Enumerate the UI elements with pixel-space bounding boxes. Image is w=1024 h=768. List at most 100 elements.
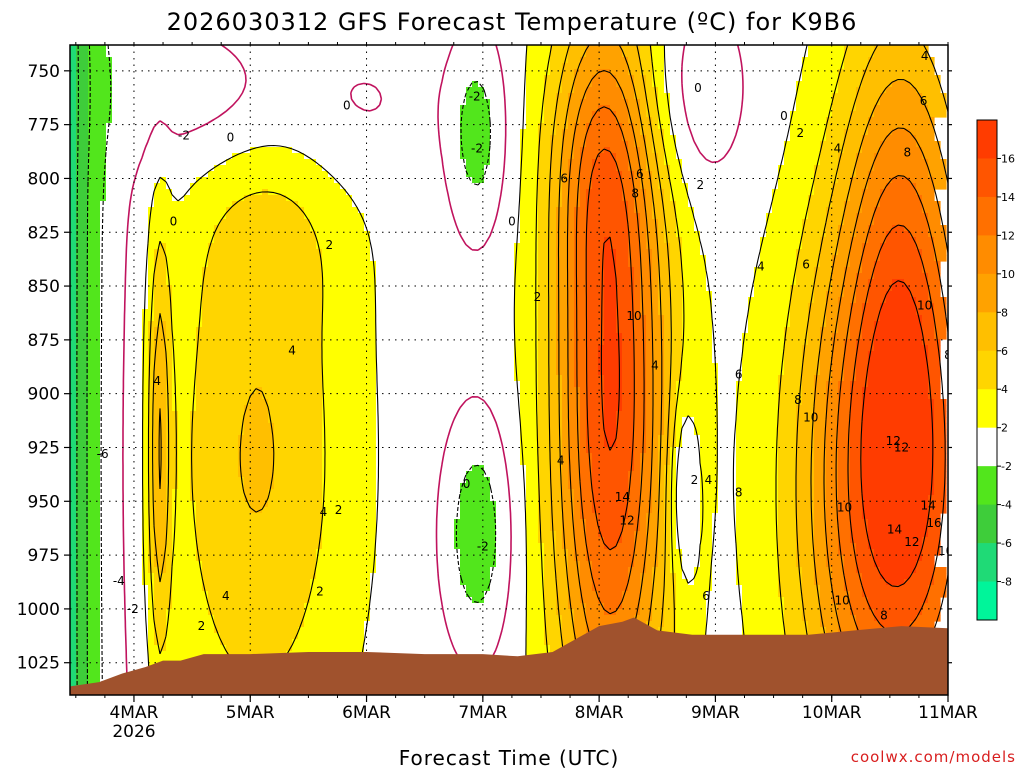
temperature-fill-cell (592, 75, 617, 82)
temperature-fill-cell (718, 483, 737, 490)
temperature-fill-cell (712, 513, 737, 520)
temperature-fill-cell (922, 321, 935, 328)
temperature-fill-cell (526, 507, 539, 514)
temperature-fill-cell (586, 93, 623, 100)
temperature-fill-cell (592, 81, 617, 88)
temperature-fill-cell (88, 555, 101, 562)
y-tick-label: 900 (28, 385, 60, 405)
temperature-fill-cell (202, 321, 323, 328)
temperature-fill-cell (652, 429, 665, 436)
temperature-fill-cell (868, 63, 935, 70)
contour-label: 2 (316, 585, 324, 599)
temperature-fill-cell (100, 363, 143, 370)
temperature-fill-cell (148, 429, 155, 436)
temperature-fill-cell (70, 537, 77, 544)
temperature-fill-cell (100, 429, 143, 436)
temperature-fill-cell (652, 345, 665, 352)
temperature-fill-cell (862, 249, 881, 256)
temperature-fill-cell (550, 279, 557, 286)
temperature-fill-cell (850, 417, 863, 424)
temperature-fill-cell (670, 357, 683, 364)
temperature-fill-cell (538, 201, 551, 208)
temperature-fill-cell (550, 351, 557, 358)
temperature-fill-cell (646, 525, 659, 532)
temperature-fill-cell (586, 393, 605, 400)
temperature-fill-cell (514, 351, 539, 358)
temperature-fill-cell (568, 567, 581, 574)
temperature-fill-cell (844, 579, 863, 586)
temperature-fill-cell (574, 375, 587, 382)
temperature-fill-cell (712, 525, 737, 532)
temperature-fill-cell (778, 183, 815, 190)
contour-label: 10 (938, 544, 953, 558)
temperature-fill-cell (658, 159, 665, 166)
temperature-fill-cell (574, 129, 587, 136)
temperature-fill-cell (214, 237, 317, 244)
temperature-fill-cell (70, 681, 77, 688)
temperature-fill-cell (736, 501, 779, 508)
temperature-fill-cell (154, 633, 167, 640)
temperature-fill-cell (100, 339, 143, 346)
contour-label: 10 (803, 410, 818, 424)
temperature-fill-cell (76, 627, 89, 634)
temperature-fill-cell (676, 495, 701, 502)
temperature-fill-cell (88, 411, 101, 418)
temperature-fill-cell (196, 537, 323, 544)
temperature-fill-cell (166, 249, 209, 256)
temperature-fill-cell (202, 561, 317, 568)
temperature-fill-cell (376, 267, 515, 274)
contour-labels: -6-4-2-2-2-2-200000002222222244444444446… (97, 49, 953, 633)
temperature-fill-cell (172, 339, 197, 346)
temperature-fill-cell (646, 519, 659, 526)
temperature-fill-cell (586, 531, 599, 538)
contour-label: 4 (288, 344, 296, 358)
temperature-fill-cell (736, 441, 779, 448)
temperature-fill-cell (76, 477, 89, 484)
temperature-fill-cell (592, 573, 629, 580)
temperature-fill-cell (70, 315, 77, 322)
temperature-fill-cell (784, 159, 821, 166)
temperature-fill-cell (310, 591, 371, 598)
temperature-fill-cell (712, 333, 743, 340)
temperature-fill-cell (670, 345, 683, 352)
temperature-fill-cell (670, 93, 797, 100)
temperature-fill-cell (166, 537, 173, 544)
temperature-fill-cell (304, 615, 371, 622)
temperature-fill-cell (190, 465, 239, 472)
temperature-fill-cell (556, 255, 569, 262)
temperature-fill-cell (886, 579, 905, 586)
temperature-fill-cell (100, 573, 143, 580)
temperature-fill-cell (742, 345, 785, 352)
temperature-fill-cell (670, 495, 677, 502)
temperature-fill-cell (628, 477, 641, 484)
temperature-fill-cell (856, 273, 875, 280)
temperature-fill-cell (598, 531, 623, 538)
temperature-fill-cell (616, 117, 629, 124)
temperature-fill-cell (376, 273, 515, 280)
temperature-fill-cell (100, 507, 143, 514)
temperature-fill-cell (862, 507, 929, 514)
temperature-fill-cell (664, 195, 671, 202)
temperature-fill-cell (706, 627, 743, 634)
colorbar-label: -6 (1001, 537, 1012, 550)
temperature-fill-cell (304, 207, 359, 214)
temperature-fill-cell (580, 153, 599, 160)
contour-label: 10 (917, 298, 932, 312)
temperature-fill-cell (652, 465, 659, 472)
temperature-fill-cell (670, 321, 683, 328)
temperature-fill-cell (166, 549, 173, 556)
temperature-fill-cell (862, 513, 929, 520)
temperature-fill-cell (616, 153, 629, 160)
temperature-fill-cell (868, 543, 923, 550)
temperature-fill-cell (838, 429, 851, 436)
temperature-fill-cell (820, 153, 839, 160)
temperature-fill-cell (838, 315, 851, 322)
temperature-fill-cell (172, 597, 209, 604)
temperature-fill-cell (934, 417, 947, 424)
temperature-fill-cell (778, 585, 803, 592)
temperature-fill-cell (646, 87, 659, 94)
temperature-fill-cell (148, 207, 227, 214)
temperature-fill-cell (700, 453, 719, 460)
temperature-fill-cell (70, 279, 77, 286)
temperature-fill-cell (658, 243, 671, 250)
